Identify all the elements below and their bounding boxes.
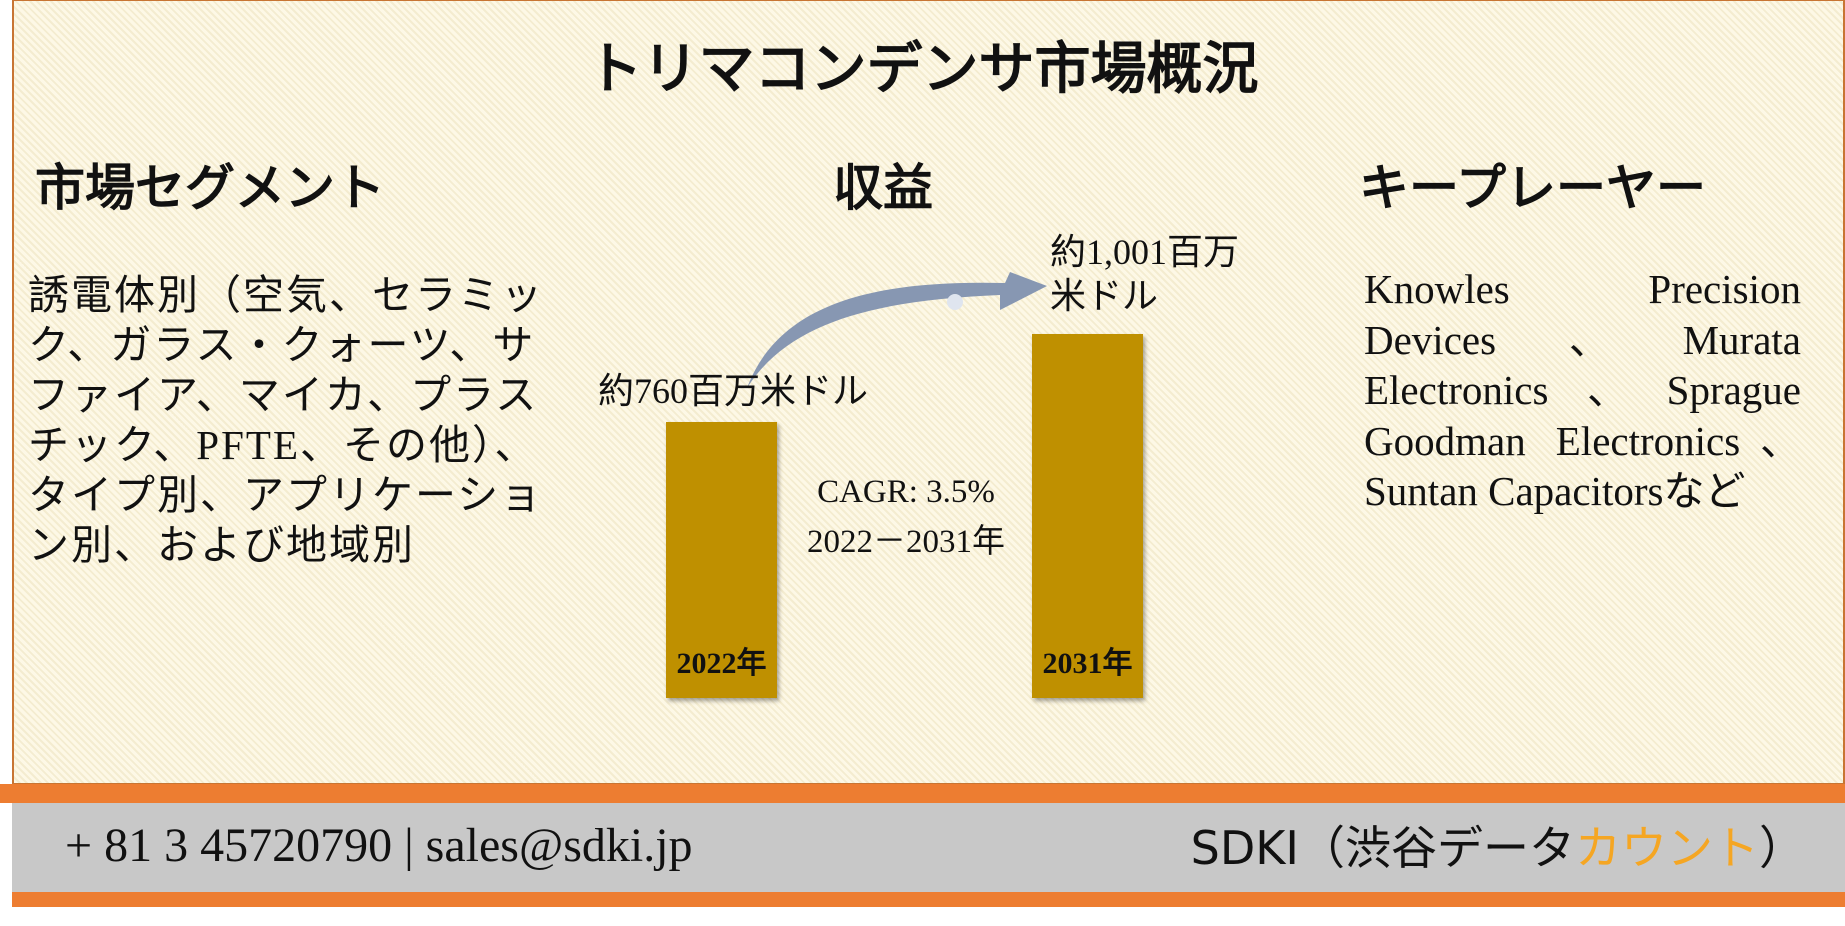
footer-stripe: [0, 784, 1845, 803]
players-text: Knowles Precision Devices、Murata Electro…: [1364, 266, 1801, 514]
bar-category: 2022年: [676, 647, 767, 680]
footer-bar: [12, 803, 1845, 892]
value-label: 約1,001百万米ドル: [1050, 232, 1240, 316]
annotation: 2022－2031年: [807, 524, 1005, 560]
brand-text: ）: [1759, 821, 1805, 875]
brand-text: カウント: [1575, 821, 1759, 875]
footer-stripe: [12, 892, 1845, 907]
annotation: CAGR: 3.5%: [817, 474, 995, 510]
bar: [666, 421, 777, 698]
revenue-chart: 2022年 約760百万米ドル 2031年 約1,001百万米ドル CAGR: 3.5%…: [598, 232, 1240, 698]
section-heading: キープレーヤー: [1359, 160, 1706, 216]
panel: [12, 0, 1845, 785]
section-heading: 市場セグメント: [35, 160, 385, 216]
bar-category: 2031年: [1042, 647, 1133, 680]
value-label: 約760百万米ドル: [598, 370, 869, 411]
title: トリマコンデンサ市場概況: [586, 39, 1259, 101]
segments-text: 誘電体別（空気、セラミック、ガラス・クォーツ、サファイア、マイカ、プラスチック、…: [28, 272, 544, 568]
brand-text: SDKI（渋谷データ: [1190, 821, 1575, 875]
brand: SDKI（渋谷データカウント）: [1191, 812, 1805, 878]
section-heading: 収益: [833, 160, 933, 216]
contact: + 81 3 45720790 | sales@sdki.jp: [65, 819, 693, 872]
bar: [1032, 334, 1143, 698]
